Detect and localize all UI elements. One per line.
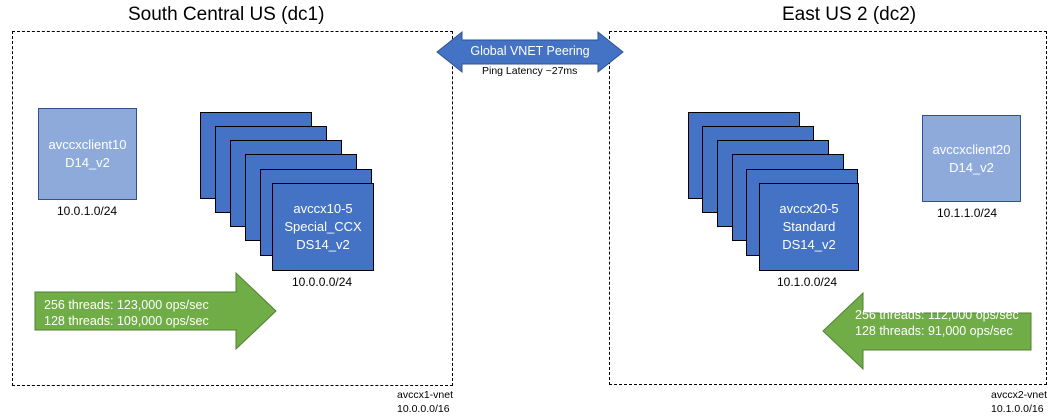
client-size-right: D14_v2 — [949, 159, 994, 175]
perf-right-line1: 256 threads: 112,000 ops/sec — [855, 308, 1019, 322]
perf-left-line2: 128 threads: 109,000 ops/sec — [44, 314, 209, 328]
client-size-left: D14_v2 — [65, 155, 110, 170]
region-title-left: South Central US (dc1) — [128, 4, 325, 25]
cluster-size-left: DS14_v2 — [296, 237, 350, 252]
cluster-size-right: DS14_v2 — [782, 237, 836, 252]
perf-text-right: 256 threads: 112,000 ops/sec 128 threads… — [855, 307, 1019, 339]
vnet-cidr-right: 10.1.0.0/16 — [991, 403, 1044, 415]
vnet-cidr-left: 10.0.0.0/16 — [397, 403, 450, 415]
client-box-left: avccxclient10 D14_v2 — [38, 108, 137, 200]
client-name-left: avccxclient10 — [48, 137, 127, 152]
region-title-right: East US 2 (dc2) — [782, 4, 917, 25]
peering-latency: Ping Latency ~27ms — [482, 65, 578, 77]
vnet-box-left — [12, 31, 453, 386]
vnet-name-right: avccx2-vnet — [991, 389, 1048, 401]
vnet-label-left: avccx1-vnet 10.0.0.0/16 — [397, 388, 453, 416]
vnet-box-right — [609, 31, 1047, 385]
client-box-right: avccxclient20 D14_v2 — [922, 115, 1021, 202]
vnet-label-right: avccx2-vnet 10.1.0.0/16 — [991, 388, 1047, 416]
cluster-sku-right: Standard — [782, 219, 836, 234]
perf-right-line2: 128 threads: 91,000 ops/sec — [855, 324, 1013, 338]
perf-left-line1: 256 threads: 123,000 ops/sec — [44, 298, 209, 312]
client-name-right: avccxclient20 — [932, 141, 1011, 157]
cluster-node-right-front: avccx20-5 Standard DS14_v2 — [759, 183, 859, 271]
client-subnet-left: 10.0.1.0/24 — [57, 204, 118, 218]
vnet-name-left: avccx1-vnet — [397, 389, 454, 401]
cluster-subnet-right: 10.1.0.0/24 — [777, 275, 838, 289]
client-subnet-right: 10.1.1.0/24 — [937, 206, 998, 220]
peering-label: Global VNET Peering — [470, 44, 590, 58]
cluster-name-left: avccx10-5 — [293, 201, 353, 216]
perf-arrow-right — [822, 291, 1032, 371]
perf-text-left: 256 threads: 123,000 ops/sec 128 threads… — [44, 297, 209, 329]
perf-arrow-left — [34, 271, 277, 351]
cluster-node-left-front: avccx10-5 Special_CCX DS14_v2 — [272, 183, 374, 271]
peering-arrow — [436, 30, 624, 74]
cluster-sku-left: Special_CCX — [284, 219, 362, 234]
cluster-name-right: avccx20-5 — [779, 201, 839, 216]
cluster-subnet-left: 10.0.0.0/24 — [292, 275, 353, 289]
